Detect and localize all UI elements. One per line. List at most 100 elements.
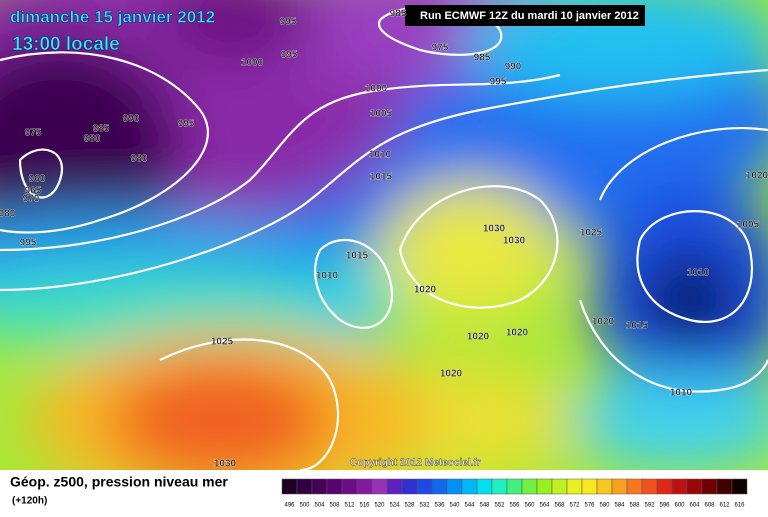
scale-cell: [296, 478, 313, 495]
scale-label: 556: [509, 503, 520, 509]
isobar-label: 985: [390, 9, 407, 20]
scale-label: 512: [344, 503, 355, 509]
scale-cell: [356, 478, 373, 495]
isobar-label: 980: [84, 134, 101, 145]
scale-cell: [491, 478, 508, 495]
isobar-label: 990: [123, 114, 140, 125]
scale-cell: [611, 478, 628, 495]
isobar-label: 1015: [626, 321, 649, 332]
scale-cell: [521, 478, 538, 495]
isobar-label: 1020: [467, 332, 490, 343]
isobar-label: 995: [178, 119, 195, 130]
scale-label: 612: [719, 503, 730, 509]
scale-label: 580: [599, 503, 610, 509]
isobar-label: 1020: [506, 328, 529, 339]
scale-cell: [686, 478, 703, 495]
scale-label: 496: [284, 503, 295, 509]
scale-label: 592: [644, 503, 655, 509]
scale-cell: [641, 478, 658, 495]
scale-label: 576: [584, 503, 595, 509]
isobar-label: 975: [25, 128, 42, 139]
isobar-label: 995: [20, 238, 37, 249]
isobar-label: 995: [281, 50, 298, 61]
map-time: 13:00 locale: [12, 34, 120, 55]
scale-cell: [536, 478, 553, 495]
scale-label: 584: [614, 503, 625, 509]
scale-label: 568: [554, 503, 565, 509]
isobar-label: 1010: [316, 271, 339, 282]
scale-label: 516: [359, 503, 370, 509]
scale-label: 504: [314, 503, 325, 509]
isobar-label: 1000: [365, 84, 388, 95]
isobar-label: 965: [25, 186, 42, 197]
scale-label: 572: [569, 503, 580, 509]
isobar-label: 995: [280, 17, 297, 28]
scale-cell: [311, 478, 328, 495]
scale-cell: [371, 478, 388, 495]
map-title: dimanche 15 janvier 2012: [10, 7, 215, 26]
isobar-label: 960: [29, 174, 46, 185]
scale-cell: [341, 478, 358, 495]
scale-label: 552: [494, 503, 505, 509]
run-label: Run ECMWF 12Z du mardi 10 janvier 2012: [420, 10, 639, 22]
legend-lead: (+120h): [12, 496, 47, 507]
scale-label: 520: [374, 503, 385, 509]
isobar-label: 975: [432, 43, 449, 54]
scale-cell: [596, 478, 613, 495]
run-box: [405, 5, 645, 26]
isobar-label: 985: [474, 53, 491, 64]
isobar-label: 1020: [592, 317, 615, 328]
scale-label: 564: [539, 503, 550, 509]
scale-label: 500: [299, 503, 310, 509]
scale-cell: [626, 478, 643, 495]
isobar-label: 1030: [214, 459, 237, 470]
isobar-label: 1010: [687, 268, 710, 279]
scale-label: 548: [479, 503, 490, 509]
isobar-label: 1030: [503, 236, 526, 247]
scale-cell: [476, 478, 493, 495]
scale-cell: [506, 478, 523, 495]
isobar-label: 1025: [580, 228, 603, 239]
scale-label: 608: [704, 503, 715, 509]
scale-label: 528: [404, 503, 415, 509]
scale-cell: [326, 478, 343, 495]
isobar-label: 1010: [670, 388, 693, 399]
scale-cell: [566, 478, 583, 495]
copyright: Copyright 2012 Meteociel.fr: [350, 458, 481, 469]
scale-cell: [446, 478, 463, 495]
isobar-label: 1010: [369, 150, 392, 161]
scale-label: 532: [419, 503, 430, 509]
scale-label: 588: [629, 503, 640, 509]
scale-cell: [701, 478, 718, 495]
scale-cell: [731, 478, 748, 495]
isobar-label: 1000: [241, 58, 264, 69]
scale-label: 524: [389, 503, 400, 509]
isobar-label: 1025: [211, 337, 234, 348]
scale-cell: [656, 478, 673, 495]
isobar-label: 985: [93, 124, 110, 135]
scale-label: 600: [674, 503, 685, 509]
scale-cell: [386, 478, 403, 495]
scale-label: 544: [464, 503, 475, 509]
scale-cell: [401, 478, 418, 495]
scale-label: 536: [434, 503, 445, 509]
isobar-label: 970: [23, 194, 40, 205]
isobar-label: 980: [0, 209, 16, 220]
isobar-label: 1015: [346, 251, 369, 262]
scale-cell: [416, 478, 433, 495]
scale-label: 596: [659, 503, 670, 509]
isobar-label: 1015: [370, 172, 393, 183]
scale-label: 604: [689, 503, 700, 509]
isobar-label: 1005: [370, 109, 393, 120]
isobar-label: 1020: [440, 369, 463, 380]
isobar-label: 1030: [483, 224, 506, 235]
scale-cell: [281, 478, 298, 495]
scale-label: 560: [524, 503, 535, 509]
isobar-label: 995: [490, 77, 507, 88]
scale-cell: [461, 478, 478, 495]
isobar-label: 1020: [414, 285, 437, 296]
legend-title: Géop. z500, pression niveau mer: [10, 474, 228, 490]
